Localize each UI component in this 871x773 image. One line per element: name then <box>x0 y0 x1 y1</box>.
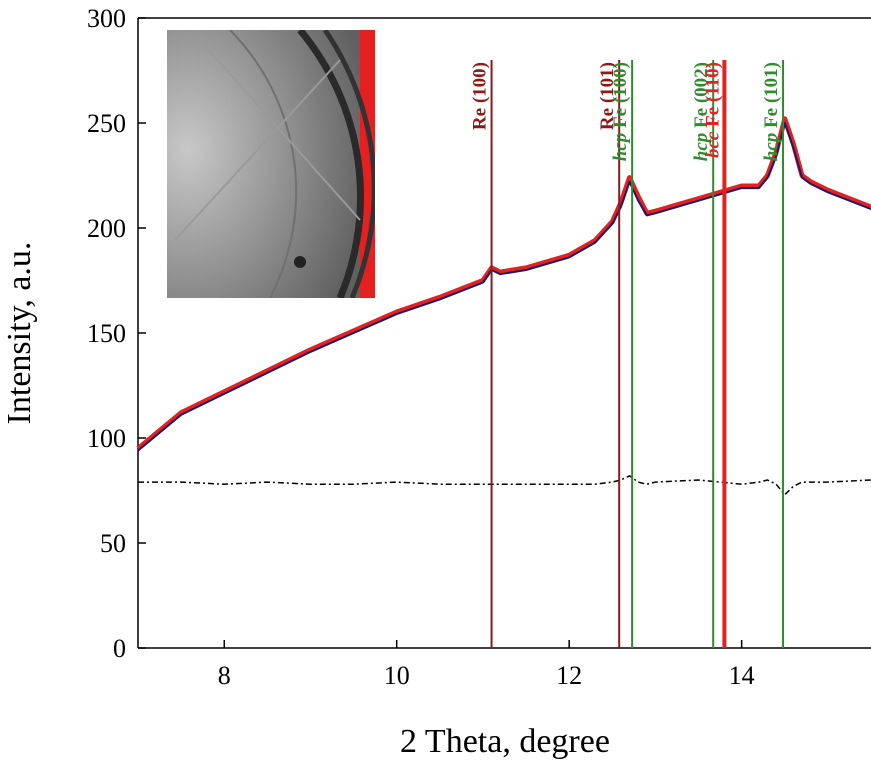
y-tick-label: 0 <box>113 634 126 663</box>
reflection-phase: hcp <box>761 133 782 162</box>
reflection-phase: hcp <box>610 133 631 162</box>
reflection-label: hcp Fe (100) <box>610 62 631 161</box>
reflection-label: bcc Fe (110) <box>702 62 723 158</box>
x-tick-label: 14 <box>729 661 755 690</box>
y-axis-title: Intensity, a.u. <box>1 242 38 425</box>
reflection-text: Fe (101) <box>761 62 782 128</box>
reflection-text: Re (100) <box>470 62 491 130</box>
y-tick-label: 300 <box>87 4 126 33</box>
inset-image <box>0 0 392 450</box>
y-tick-label: 250 <box>87 109 126 138</box>
reflection-label: hcp Fe (101) <box>761 62 782 161</box>
reflection-label: Re (100) <box>470 62 491 130</box>
data-line <box>138 476 871 495</box>
page: Intensity, a.u. 2 Theta, degree 0 50 100 15… <box>0 0 871 773</box>
y-tick-label: 50 <box>100 529 126 558</box>
reflection-text: Fe (110) <box>702 62 723 127</box>
reflection-text: Fe (100) <box>610 62 631 128</box>
y-tick-label: 150 <box>87 319 126 348</box>
y-tick-label: 200 <box>87 214 126 243</box>
reflection-phase: bcc <box>702 131 723 158</box>
x-tick-label: 12 <box>556 661 582 690</box>
x-tick-label: 8 <box>218 661 231 690</box>
x-tick-label: 10 <box>384 661 410 690</box>
y-tick-label: 100 <box>87 424 126 453</box>
chart: Intensity, a.u. 2 Theta, degree 0 50 100 15… <box>0 0 871 773</box>
x-axis-title: 2 Theta, degree <box>400 723 610 760</box>
